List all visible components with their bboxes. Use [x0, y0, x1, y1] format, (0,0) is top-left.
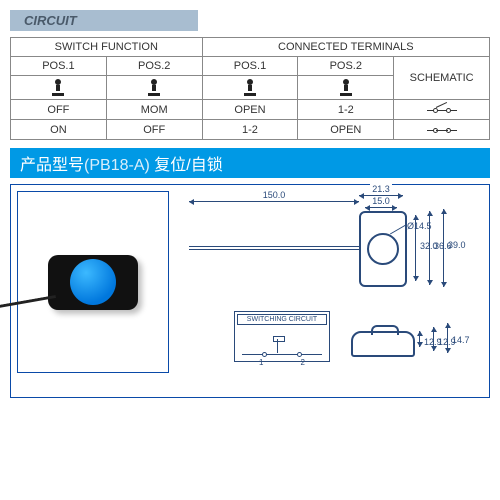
- cell: OPEN: [298, 120, 394, 140]
- circuit-table: SWITCH FUNCTION CONNECTED TERMINALS POS.…: [10, 37, 490, 140]
- dim-h1: 32.0: [415, 215, 416, 281]
- dim-h3: 39.0: [443, 209, 444, 287]
- table-row: ON OFF 1-2 OPEN: [11, 120, 490, 140]
- product-prefix: 产品型号: [20, 157, 84, 174]
- col-connected-terminals: CONNECTED TERMINALS: [202, 38, 489, 57]
- col-switch-function: SWITCH FUNCTION: [11, 38, 203, 57]
- product-title-bar: 产品型号(PB18-A) 复位/自锁: [10, 148, 490, 178]
- hdr-pos1a: POS.1: [11, 57, 107, 76]
- circuit-section-header: CIRCUIT: [10, 10, 198, 31]
- hdr-pos1b: POS.1: [202, 57, 298, 76]
- cell: OFF: [11, 100, 107, 120]
- hdr-pos2a: POS.2: [106, 57, 202, 76]
- dim-t2: 12.9: [433, 327, 434, 351]
- cell: MOM: [106, 100, 202, 120]
- switching-circuit-symbol: 1 2: [237, 329, 327, 359]
- pushbutton-icon: [298, 76, 394, 100]
- switching-circuit-box: SWITCHING CIRCUIT 1 2: [234, 311, 330, 362]
- pushbutton-icon: [11, 76, 107, 100]
- cell: ON: [11, 120, 107, 140]
- dim-h2: 36.6: [429, 211, 430, 285]
- product-suffix: 复位/自锁: [150, 157, 223, 174]
- pushbutton-icon: [106, 76, 202, 100]
- product-photo: [48, 255, 138, 310]
- hdr-pos2b: POS.2: [298, 57, 394, 76]
- product-photo-frame: [17, 191, 169, 373]
- schematic-open-icon: [394, 100, 490, 120]
- table-row: OFF MOM OPEN 1-2: [11, 100, 490, 120]
- product-code: (PB18-A): [84, 157, 150, 174]
- dim-t1: 12.9: [419, 331, 420, 347]
- cell: 1-2: [298, 100, 394, 120]
- schematic-closed-icon: [394, 120, 490, 140]
- cell: 1-2: [202, 120, 298, 140]
- switching-circuit-title: SWITCHING CIRCUIT: [237, 314, 327, 325]
- pushbutton-icon: [202, 76, 298, 100]
- hdr-schematic: SCHEMATIC: [394, 57, 490, 100]
- wire-line: [189, 246, 359, 247]
- drawing-panel: 150.0 21.3 15.0 Ø14.5 32.0 36.6 39.0 SWI…: [10, 184, 490, 398]
- side-view-outline: [351, 331, 415, 357]
- cell: OFF: [106, 120, 202, 140]
- cable-icon: [0, 294, 60, 327]
- technical-drawing: 150.0 21.3 15.0 Ø14.5 32.0 36.6 39.0 SWI…: [179, 191, 483, 391]
- cell: OPEN: [202, 100, 298, 120]
- dim-length: 150.0: [189, 201, 359, 212]
- wire-line: [189, 249, 359, 250]
- top-view-outline: [359, 211, 407, 287]
- dim-diameter: Ø14.5: [407, 221, 432, 231]
- dim-t3: 14.7: [447, 323, 448, 353]
